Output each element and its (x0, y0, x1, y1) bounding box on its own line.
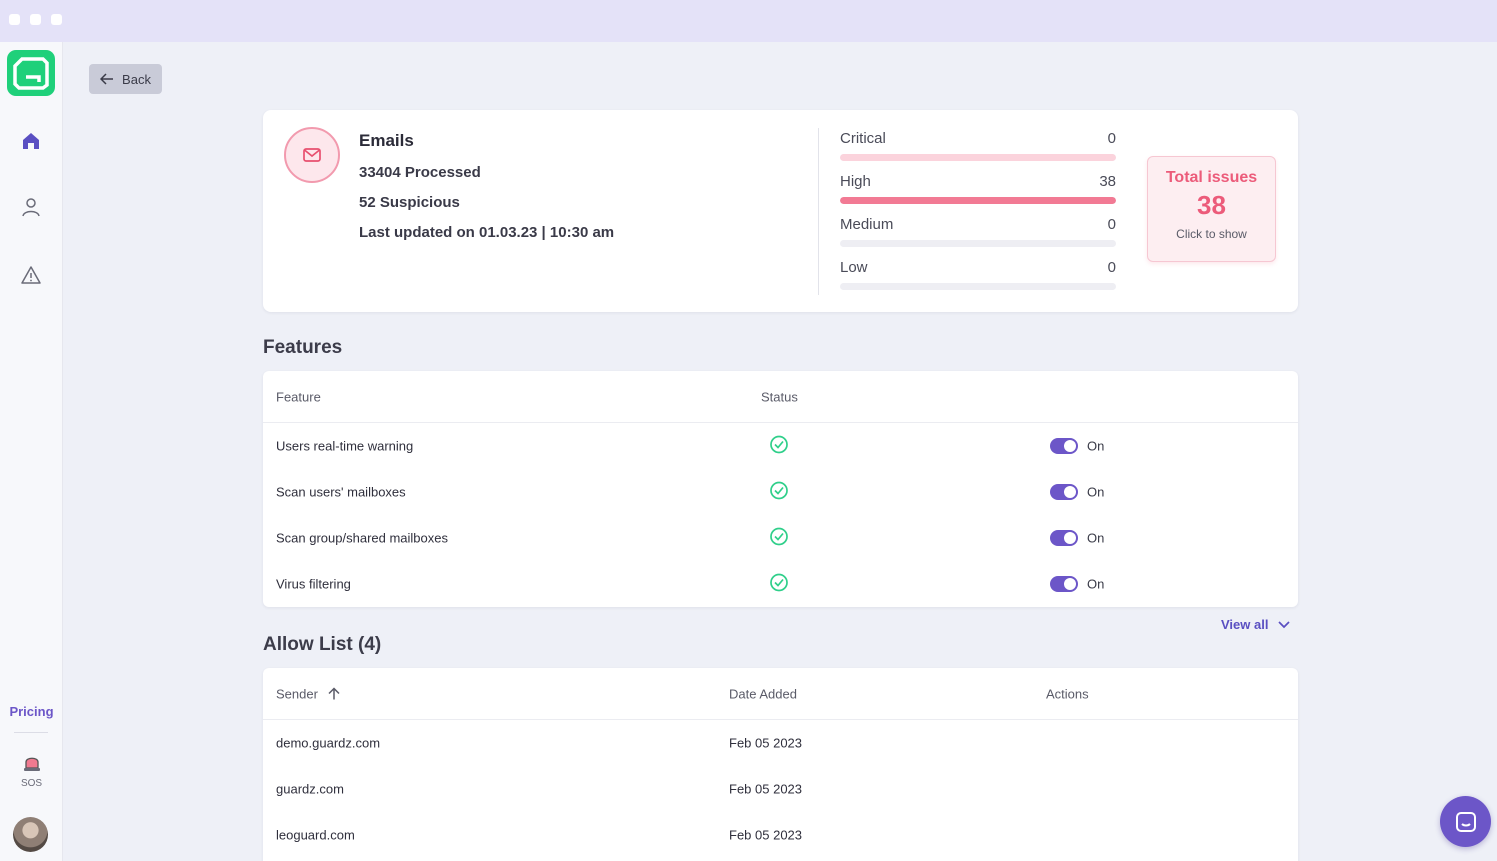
severity-value: 38 (1099, 173, 1116, 190)
severity-row-critical: Critical 0 (840, 130, 1116, 161)
user-avatar[interactable] (13, 817, 48, 852)
col-sender: Sender (276, 686, 318, 701)
processed-count: 33404 Processed (359, 164, 481, 181)
check-circle-icon (769, 435, 789, 458)
chevron-down-icon (1278, 620, 1291, 628)
allow-list-title: Allow List (4) (263, 634, 382, 655)
feature-toggle[interactable] (1050, 576, 1078, 592)
allow-list-row: guardz.com Feb 05 2023 (263, 766, 1298, 812)
feature-row: Scan users' mailboxes On (263, 469, 1298, 515)
window-minimize-dot[interactable] (30, 14, 41, 25)
severity-label: Medium (840, 216, 894, 233)
sender: guardz.com (276, 781, 344, 797)
back-label: Back (122, 71, 151, 87)
suspicious-count: 52 Suspicious (359, 194, 460, 211)
feature-name: Scan users' mailboxes (276, 484, 406, 500)
alarm-icon (23, 757, 40, 771)
severity-bar (840, 240, 1116, 247)
check-circle-icon (769, 481, 789, 504)
feature-toggle[interactable] (1050, 530, 1078, 546)
user-icon[interactable] (18, 194, 44, 220)
total-issues-hint: Click to show (1176, 227, 1247, 241)
date-added: Feb 05 2023 (729, 781, 803, 797)
sender: demo.guardz.com (276, 735, 381, 751)
col-date[interactable]: Date Added (729, 686, 797, 701)
severity-value: 0 (1107, 216, 1116, 233)
severity-bar (840, 154, 1116, 161)
severity-bar-fill (840, 197, 1116, 204)
date-added: Feb 05 2023 (729, 827, 803, 843)
view-all-label: View all (1221, 617, 1269, 632)
total-issues-title: Total issues (1165, 169, 1258, 186)
sos-button[interactable]: SOS (0, 752, 63, 789)
allow-list-row: demo.guardz.com Feb 05 2023 (263, 720, 1298, 766)
arrow-up-icon (328, 687, 340, 699)
features-table: Feature Status Users real-time warning O… (263, 371, 1298, 607)
back-button[interactable]: Back (89, 64, 162, 94)
view-all-link[interactable]: View all (1221, 617, 1291, 632)
summary-title: Emails (359, 131, 414, 150)
severity-bar (840, 197, 1116, 204)
toggle-label: On (1087, 530, 1105, 546)
severity-value: 0 (1107, 130, 1116, 147)
home-icon[interactable] (18, 128, 44, 154)
feature-row: Virus filtering On (263, 561, 1298, 607)
email-summary-card: Emails 33404 Processed 52 Suspicious Las… (263, 110, 1298, 312)
envelope-icon (284, 127, 340, 183)
allow-list-table: Sender Date Added Actions demo.guardz.co… (263, 668, 1298, 861)
severity-bar (840, 283, 1116, 290)
feature-row: Scan group/shared mailboxes On (263, 515, 1298, 561)
feature-toggle[interactable] (1050, 438, 1078, 454)
chat-icon (1455, 811, 1476, 832)
feature-name: Users real-time warning (276, 438, 414, 454)
sidebar-divider (14, 732, 48, 733)
total-issues-count: 38 (1197, 190, 1226, 220)
feature-row: Users real-time warning On (263, 423, 1298, 469)
card-divider (818, 128, 819, 295)
severity-bar-fill (840, 154, 1116, 161)
toggle-label: On (1087, 484, 1105, 500)
check-circle-icon (769, 527, 789, 550)
window-close-dot[interactable] (9, 14, 20, 25)
sidebar: Pricing SOS (0, 42, 63, 861)
severity-value: 0 (1107, 259, 1116, 276)
severity-row-high: High 38 (840, 173, 1116, 204)
allow-list-row: leoguard.com Feb 05 2023 (263, 812, 1298, 858)
warning-icon[interactable] (18, 262, 44, 288)
sos-label: SOS (20, 778, 43, 789)
date-added: Feb 05 2023 (729, 735, 803, 751)
allow-list-header-row: Sender Date Added Actions (263, 668, 1298, 720)
window-maximize-dot[interactable] (51, 14, 62, 25)
guardz-logo-icon[interactable] (7, 50, 55, 96)
arrow-left-icon (100, 73, 114, 85)
pricing-link[interactable]: Pricing (9, 704, 54, 719)
chat-launcher-button[interactable] (1440, 796, 1491, 847)
col-sender-sort[interactable]: Sender (276, 686, 340, 701)
check-circle-icon (769, 573, 789, 596)
feature-name: Virus filtering (276, 576, 351, 592)
toggle-label: On (1087, 438, 1105, 454)
col-feature: Feature (276, 389, 321, 404)
col-actions: Actions (1046, 686, 1089, 701)
severity-row-medium: Medium 0 (840, 216, 1116, 247)
severity-label: Low (840, 259, 868, 276)
severity-label: High (840, 173, 871, 190)
col-status: Status (761, 389, 798, 404)
toggle-label: On (1087, 576, 1105, 592)
sender: leoguard.com (276, 827, 355, 843)
features-header-row: Feature Status (263, 371, 1298, 423)
severity-label: Critical (840, 130, 886, 147)
total-issues-button[interactable]: Total issues 38 Click to show (1147, 156, 1276, 262)
severity-row-low: Low 0 (840, 259, 1116, 290)
window-titlebar (0, 0, 1497, 42)
last-updated: Last updated on 01.03.23 | 10:30 am (359, 224, 615, 241)
features-title: Features (263, 337, 343, 358)
feature-toggle[interactable] (1050, 484, 1078, 500)
feature-name: Scan group/shared mailboxes (276, 530, 448, 546)
